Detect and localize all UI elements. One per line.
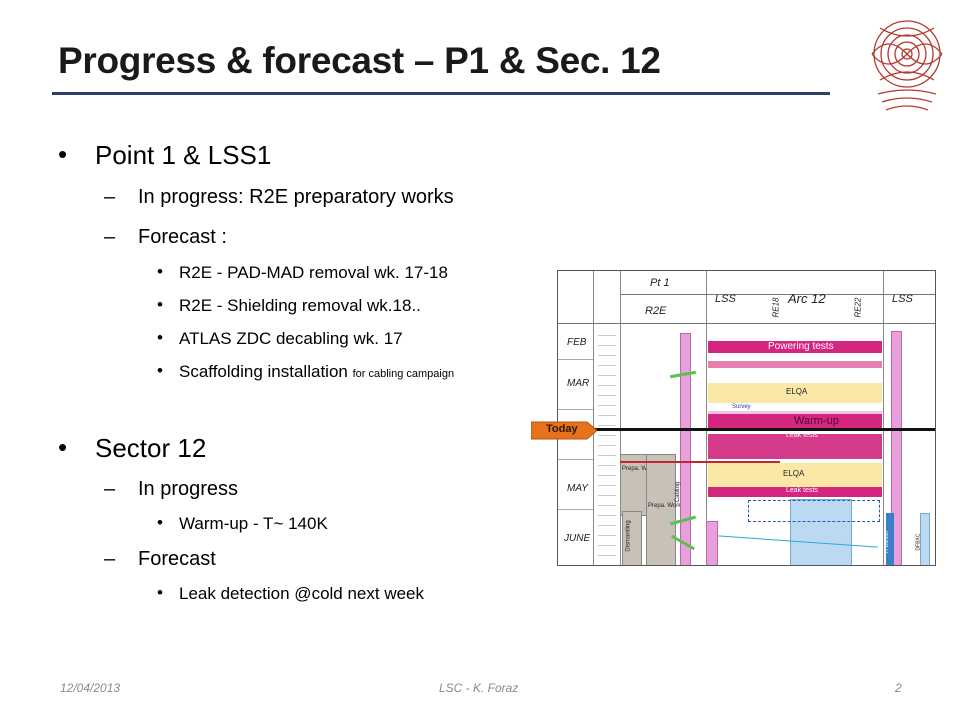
powering-tests-label: Powering tests bbox=[768, 341, 834, 352]
dfbx-label: DFBXC bbox=[915, 533, 922, 551]
sub-bullet: • ATLAS ZDC decabling wk. 17 bbox=[157, 328, 403, 349]
powering-tests-bar bbox=[708, 341, 882, 353]
header-re22: RE22 bbox=[853, 297, 863, 318]
sub-item-label: Warm-up - T~ 140K bbox=[179, 514, 328, 533]
header-lss-left: LSS bbox=[715, 293, 736, 305]
footer-author: LSC - K. Foraz bbox=[439, 681, 519, 695]
title-underline bbox=[52, 92, 830, 95]
dismantling-bar bbox=[622, 511, 642, 565]
dash-icon: – bbox=[104, 226, 116, 248]
lss-right-bar bbox=[891, 331, 902, 565]
dfbx-bar bbox=[920, 513, 930, 565]
footer-page-number: 2 bbox=[895, 681, 902, 695]
month-label: MAY bbox=[567, 483, 588, 494]
today-label: Today bbox=[546, 423, 578, 435]
lss-left-cabling-bar bbox=[706, 521, 718, 565]
header-arc: Arc 12 bbox=[788, 291, 826, 306]
itdm-label: IT DM100 bbox=[883, 531, 890, 553]
leak-tests-bottom-bar bbox=[708, 487, 882, 497]
bullet-dot-icon: • bbox=[58, 139, 68, 169]
bullet-dot-icon: • bbox=[157, 583, 163, 602]
item-label: Forecast bbox=[138, 548, 216, 570]
sub-item-label: R2E - PAD-MAD removal wk. 17-18 bbox=[179, 263, 448, 282]
bullet-forecast: – Forecast : bbox=[104, 226, 227, 249]
bullet-sector12: • Sector 12 bbox=[58, 432, 207, 464]
blue-block bbox=[790, 499, 852, 565]
item-label: In progress bbox=[138, 478, 239, 500]
sub-bullet: • Warm-up - T~ 140K bbox=[157, 513, 328, 534]
bullet-dot-icon: • bbox=[157, 361, 163, 380]
prepa-works-1-bar bbox=[620, 454, 648, 516]
prepa-works-1-label: Prepa. Works bbox=[622, 466, 659, 472]
elqa-bottom-label: ELQA bbox=[783, 469, 805, 478]
sub-bullet: • Scaffolding installation for cabling ca… bbox=[157, 361, 455, 382]
bullet-dot-icon: • bbox=[157, 295, 163, 314]
elqa-top-label: ELQA bbox=[786, 387, 808, 396]
bullet-dot-icon: • bbox=[58, 432, 68, 462]
cabling-label: Cabling bbox=[675, 481, 682, 503]
sub-item-label: ATLAS ZDC decabling wk. 17 bbox=[179, 329, 403, 348]
header-lss-right: LSS bbox=[892, 293, 913, 305]
sub-item-label: Scaffolding installation bbox=[179, 362, 348, 381]
header-re18: RE18 bbox=[771, 297, 781, 318]
cabling-bar bbox=[680, 333, 691, 565]
bullet-forecast: – Forecast bbox=[104, 548, 216, 571]
bullet-dot-icon: • bbox=[157, 262, 163, 281]
bullet-in-progress: – In progress: R2E preparatory works bbox=[104, 186, 454, 209]
footer-date: 12/04/2013 bbox=[60, 681, 121, 695]
header-r2e: R2E bbox=[645, 305, 667, 317]
item-label: In progress: R2E preparatory works bbox=[138, 186, 454, 208]
red-line bbox=[620, 461, 780, 463]
sub-item-note: for cabling campaign bbox=[352, 368, 455, 380]
slide-title: Progress & forecast – P1 & Sec. 12 bbox=[58, 40, 661, 81]
elqa-bottom-bar bbox=[708, 463, 882, 489]
schedule-chart: Pt 1 R2E LSS Arc 12 RE18 RE22 LSS FEB MA… bbox=[557, 270, 936, 566]
today-arrow-icon bbox=[531, 421, 597, 440]
dash-icon: – bbox=[104, 548, 116, 570]
week-column bbox=[598, 326, 616, 564]
cern-logo-icon bbox=[871, 20, 943, 111]
warmup-bar bbox=[708, 414, 882, 430]
itdm-bar bbox=[886, 513, 894, 565]
item-label: Forecast : bbox=[138, 226, 227, 248]
today-line bbox=[558, 428, 935, 431]
dash-icon: – bbox=[104, 478, 116, 500]
bullet-in-progress: – In progress bbox=[104, 478, 239, 501]
prepa-works-2-bar bbox=[646, 454, 676, 565]
sub-bullet: • R2E - PAD-MAD removal wk. 17-18 bbox=[157, 262, 448, 283]
elqa-top-bar bbox=[708, 383, 882, 403]
dyp-box bbox=[748, 500, 880, 522]
warmup-label: Warm-up bbox=[794, 415, 839, 427]
sub-bullet: • Leak detection @cold next week bbox=[157, 583, 425, 604]
sub-item-label: Leak detection @cold next week bbox=[179, 584, 425, 603]
section-heading: Sector 12 bbox=[95, 433, 207, 463]
month-label: MAR bbox=[567, 378, 590, 389]
sub-bullet: • R2E - Shielding removal wk.18.. bbox=[157, 295, 421, 316]
month-label: JUNE bbox=[564, 533, 591, 544]
leak-bottom-label: Leak tests bbox=[786, 487, 818, 494]
bullet-dot-icon: • bbox=[157, 513, 163, 532]
bullet-dot-icon: • bbox=[157, 328, 163, 347]
survey-label: Survey bbox=[732, 404, 751, 410]
dismantling-label: Dismantling bbox=[625, 520, 632, 552]
leak-top-label: Leak tests bbox=[786, 432, 818, 439]
header-pt1: Pt 1 bbox=[650, 277, 670, 289]
bullet-point1: • Point 1 & LSS1 bbox=[58, 139, 272, 171]
dash-icon: – bbox=[104, 186, 116, 208]
section-heading: Point 1 & LSS1 bbox=[95, 140, 272, 170]
powering-tail-bar bbox=[708, 361, 882, 368]
month-label: FEB bbox=[567, 337, 587, 348]
prepa-works-2-label: Prepa. Works bbox=[648, 503, 685, 509]
sub-item-label: R2E - Shielding removal wk.18.. bbox=[179, 296, 421, 315]
leak-tests-top-bar bbox=[708, 434, 882, 459]
